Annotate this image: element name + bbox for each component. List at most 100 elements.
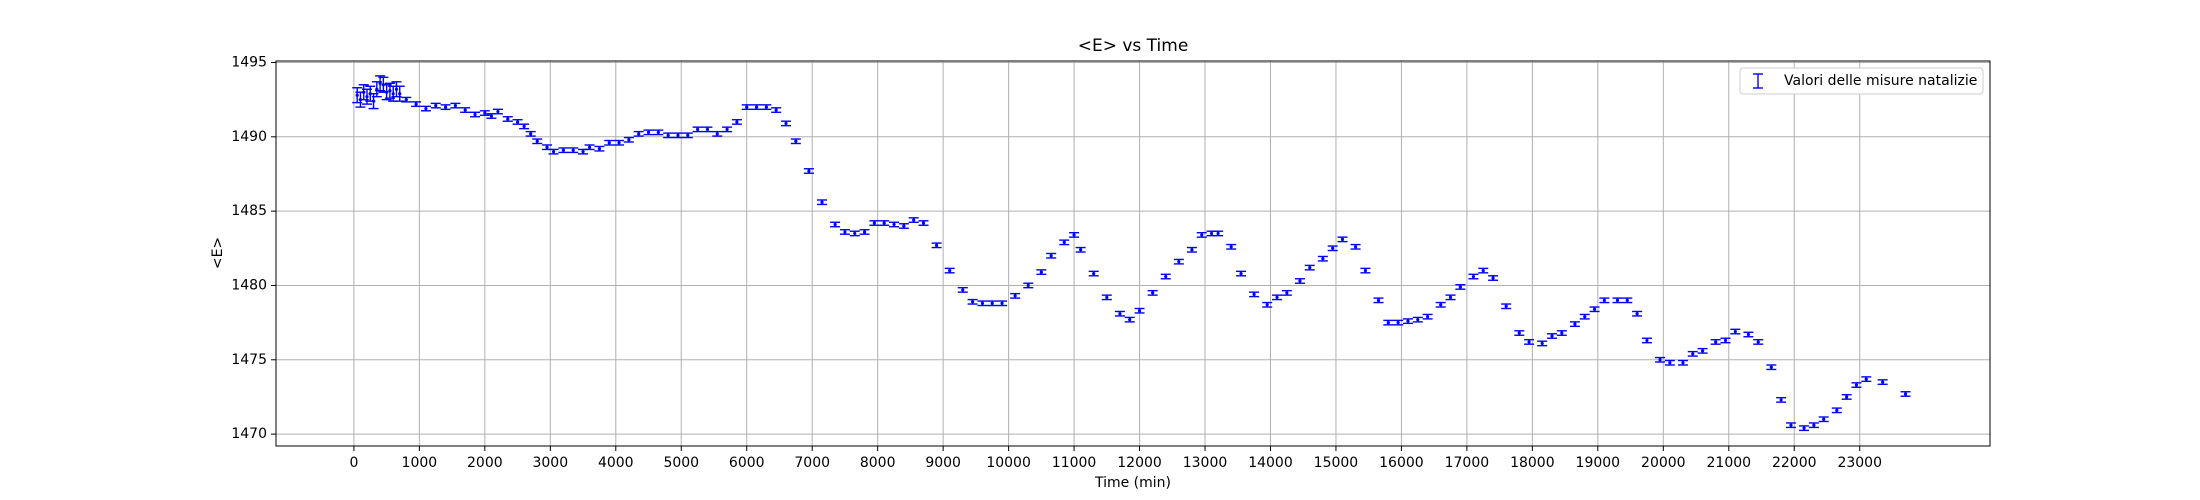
point — [1625, 298, 1629, 302]
point — [1072, 233, 1076, 237]
point — [1026, 283, 1030, 288]
x-tick-label: 2000 — [467, 455, 503, 471]
y-tick-label: 1480 — [231, 277, 267, 293]
point — [1298, 279, 1302, 283]
point — [1118, 312, 1122, 316]
point — [355, 93, 359, 97]
x-tick-label: 5000 — [663, 455, 699, 471]
x-tick-label: 1000 — [402, 455, 438, 471]
point — [453, 103, 457, 108]
point — [1396, 321, 1400, 325]
point — [1079, 248, 1083, 252]
point — [588, 145, 592, 149]
x-tick-label: 15000 — [1314, 455, 1359, 471]
point — [1363, 268, 1368, 273]
point — [424, 106, 428, 111]
point — [398, 92, 402, 96]
point — [1789, 423, 1793, 427]
point — [1275, 295, 1279, 299]
point — [627, 138, 631, 142]
point — [774, 108, 778, 112]
point — [1331, 246, 1335, 250]
point — [912, 218, 916, 222]
point — [1216, 231, 1220, 236]
point — [607, 141, 611, 145]
point — [522, 124, 526, 129]
point — [754, 105, 759, 109]
point — [1128, 318, 1132, 322]
point — [1733, 329, 1737, 334]
point — [551, 150, 556, 154]
chart-title: <E> vs Time — [1078, 36, 1189, 56]
point — [362, 90, 366, 94]
point — [1802, 426, 1806, 430]
point — [1723, 338, 1728, 343]
point — [496, 109, 500, 114]
point — [617, 141, 621, 145]
point — [597, 147, 602, 151]
y-axis-label: <E> — [210, 237, 226, 269]
point — [1416, 318, 1420, 322]
point — [1854, 383, 1859, 387]
y-tick-label: 1490 — [231, 129, 267, 145]
point — [404, 98, 408, 102]
point — [1903, 392, 1908, 396]
point — [990, 301, 994, 305]
x-tick-label: 22000 — [1772, 455, 1817, 471]
x-tick-label: 20000 — [1641, 455, 1686, 471]
point — [1592, 307, 1597, 311]
point — [1458, 285, 1462, 289]
point — [656, 130, 660, 134]
point — [882, 221, 886, 225]
point — [764, 105, 768, 109]
point — [581, 150, 585, 154]
point — [934, 243, 939, 247]
point — [820, 200, 824, 204]
x-tick-label: 7000 — [794, 455, 830, 471]
point — [735, 120, 739, 124]
point — [807, 169, 811, 173]
point — [1321, 257, 1325, 261]
point — [725, 127, 729, 131]
point — [1517, 331, 1521, 335]
x-axis-label: Time (min) — [1094, 475, 1171, 491]
x-tick-label: 9000 — [925, 455, 961, 471]
point — [948, 268, 952, 273]
y-tick-label: 1485 — [231, 203, 267, 219]
x-tick-label: 10000 — [986, 455, 1031, 471]
x-tick-label: 14000 — [1248, 455, 1293, 471]
point — [365, 95, 369, 99]
point — [676, 133, 680, 137]
point — [1714, 340, 1718, 344]
point — [1504, 304, 1508, 308]
point — [371, 99, 376, 103]
point — [961, 288, 965, 292]
point — [506, 117, 510, 121]
x-tick-label: 0 — [349, 455, 358, 471]
point — [1658, 358, 1662, 362]
point — [1137, 309, 1142, 313]
point — [1265, 303, 1269, 307]
point — [1645, 338, 1649, 343]
point — [1285, 291, 1289, 295]
point — [1864, 377, 1868, 381]
point — [1583, 315, 1587, 319]
point — [794, 139, 798, 143]
point — [1039, 270, 1043, 274]
point — [1540, 341, 1544, 346]
point — [1691, 352, 1695, 356]
point — [1471, 274, 1476, 279]
point — [715, 132, 719, 136]
point — [637, 132, 641, 136]
point — [1353, 245, 1358, 249]
point — [892, 222, 896, 227]
point — [1812, 423, 1816, 427]
point — [388, 89, 392, 93]
x-tick-label: 12000 — [1117, 455, 1162, 471]
point — [1779, 398, 1783, 402]
point — [1386, 321, 1390, 325]
point — [473, 112, 477, 117]
point — [443, 105, 448, 109]
legend-label: Valori delle misure natalizie — [1784, 73, 1977, 89]
